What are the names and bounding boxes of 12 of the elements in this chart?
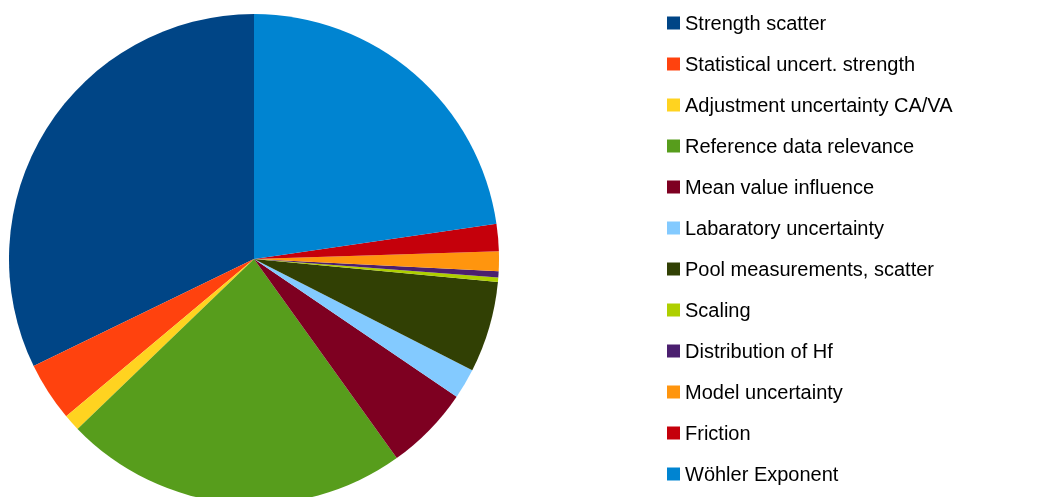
legend-label: Strength scatter xyxy=(685,12,827,34)
legend-label: Wöhler Exponent xyxy=(685,463,839,485)
legend-label: Adjustment uncertainty CA/VA xyxy=(685,94,954,116)
legend-label: Labaratory uncertainty xyxy=(685,217,885,239)
legend-label: Distribution of Hf xyxy=(685,340,834,362)
legend-label: Pool measurements, scatter xyxy=(685,258,935,280)
legend-label: Reference data relevance xyxy=(685,135,915,157)
legend-label: Friction xyxy=(685,422,751,444)
legend-label: Model uncertainty xyxy=(685,381,843,403)
legend-label: Mean value influence xyxy=(685,176,875,198)
legend-label: Scaling xyxy=(685,299,751,321)
legend-label: Statistical uncert. strength xyxy=(685,53,916,75)
